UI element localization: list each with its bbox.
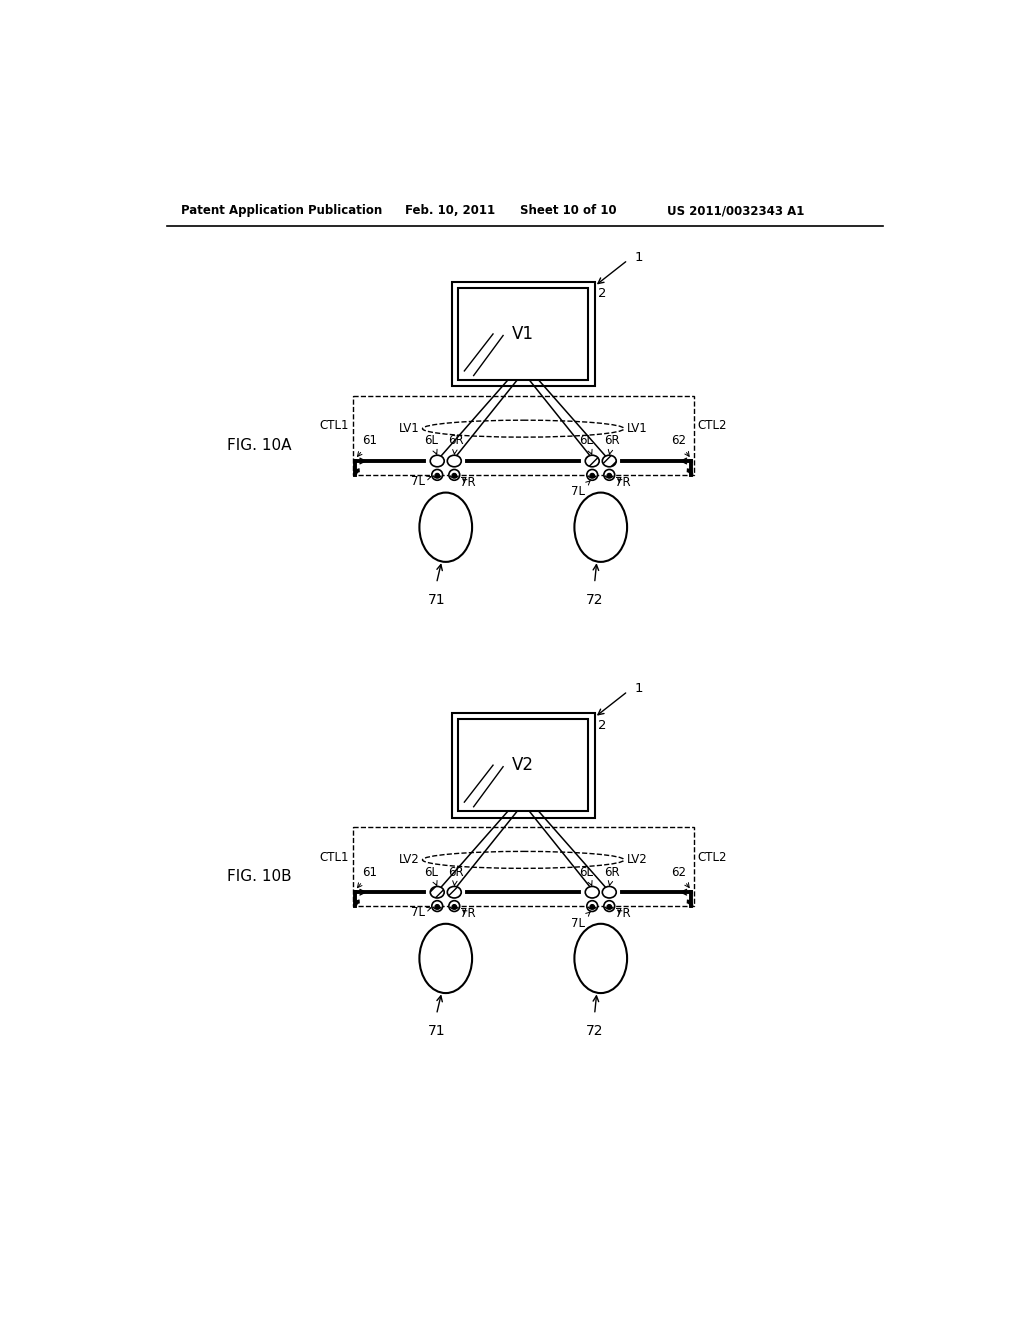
Text: 6R: 6R	[604, 866, 621, 886]
Text: 7R: 7R	[614, 907, 630, 920]
Circle shape	[449, 900, 460, 911]
Ellipse shape	[420, 924, 472, 993]
Text: LV2: LV2	[398, 853, 420, 866]
Text: 6L: 6L	[579, 866, 593, 886]
Circle shape	[587, 900, 598, 911]
Text: LV1: LV1	[398, 422, 420, 436]
Circle shape	[604, 470, 614, 480]
Text: 6R: 6R	[604, 434, 621, 454]
Text: 7L: 7L	[571, 912, 590, 929]
Text: US 2011/0032343 A1: US 2011/0032343 A1	[667, 205, 804, 218]
Text: Feb. 10, 2011: Feb. 10, 2011	[404, 205, 495, 218]
Text: Patent Application Publication: Patent Application Publication	[180, 205, 382, 218]
Circle shape	[452, 904, 457, 909]
Bar	[458, 719, 589, 812]
Text: FIG. 10B: FIG. 10B	[227, 870, 292, 884]
Text: V2: V2	[512, 756, 535, 774]
Circle shape	[449, 470, 460, 480]
Ellipse shape	[574, 492, 627, 562]
Circle shape	[435, 474, 439, 478]
Text: 1: 1	[635, 682, 643, 696]
Text: 2: 2	[598, 288, 607, 301]
Text: 71: 71	[428, 1024, 445, 1038]
Text: 72: 72	[586, 1024, 603, 1038]
Circle shape	[587, 470, 598, 480]
Text: CTL1: CTL1	[319, 420, 349, 433]
Text: 6R: 6R	[449, 866, 464, 886]
Ellipse shape	[430, 887, 444, 898]
Bar	[452, 281, 595, 387]
Text: 62: 62	[671, 434, 689, 457]
Text: 1: 1	[635, 251, 643, 264]
Circle shape	[607, 904, 611, 909]
Text: 7L: 7L	[571, 480, 590, 499]
Circle shape	[590, 474, 595, 478]
Text: 7L: 7L	[411, 906, 431, 919]
Text: Sheet 10 of 10: Sheet 10 of 10	[520, 205, 616, 218]
Text: 72: 72	[586, 593, 603, 607]
Ellipse shape	[574, 924, 627, 993]
Text: FIG. 10A: FIG. 10A	[227, 438, 292, 453]
Text: CTL2: CTL2	[697, 850, 727, 863]
Bar	[458, 288, 589, 380]
Text: 62: 62	[671, 866, 689, 887]
Ellipse shape	[602, 455, 616, 467]
Ellipse shape	[602, 887, 616, 898]
Ellipse shape	[447, 887, 461, 898]
Text: 61: 61	[357, 866, 377, 887]
Ellipse shape	[447, 455, 461, 467]
Circle shape	[607, 474, 611, 478]
Text: 61: 61	[357, 434, 377, 457]
Text: CTL1: CTL1	[319, 850, 349, 863]
Circle shape	[435, 904, 439, 909]
Text: 6R: 6R	[449, 434, 464, 454]
Text: 6L: 6L	[424, 434, 438, 454]
Circle shape	[604, 900, 614, 911]
Text: 7R: 7R	[614, 477, 630, 490]
Circle shape	[432, 470, 442, 480]
Bar	[452, 713, 595, 817]
Ellipse shape	[586, 455, 599, 467]
Text: 7L: 7L	[411, 474, 431, 487]
Ellipse shape	[420, 492, 472, 562]
Text: 6L: 6L	[424, 866, 438, 886]
Circle shape	[452, 474, 457, 478]
Text: V1: V1	[512, 325, 535, 343]
Text: CTL2: CTL2	[697, 420, 727, 433]
Bar	[352, 826, 693, 906]
Circle shape	[432, 900, 442, 911]
Text: LV1: LV1	[627, 422, 648, 436]
Text: 71: 71	[428, 593, 445, 607]
Text: 7R: 7R	[460, 477, 475, 490]
Text: 6L: 6L	[579, 434, 593, 454]
Bar	[352, 396, 693, 475]
Ellipse shape	[586, 887, 599, 898]
Ellipse shape	[430, 455, 444, 467]
Text: 2: 2	[598, 718, 607, 731]
Text: 7R: 7R	[460, 907, 475, 920]
Circle shape	[590, 904, 595, 909]
Text: LV2: LV2	[627, 853, 648, 866]
